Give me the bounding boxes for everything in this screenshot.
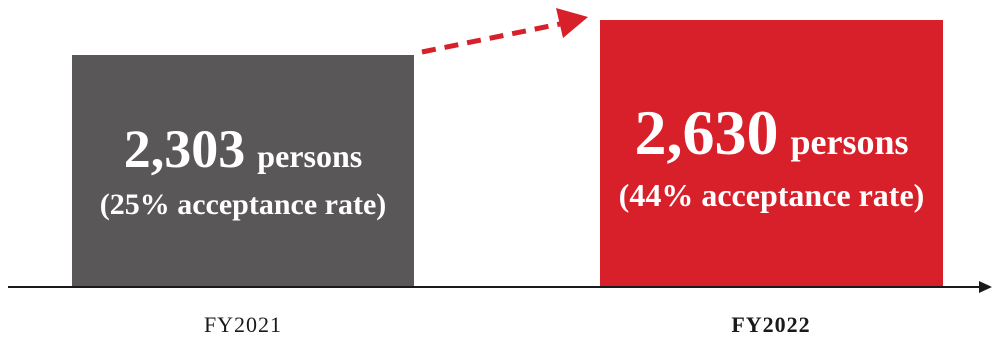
bar-value-label: 2,630 xyxy=(634,97,779,168)
bar-fy2021: 2,303 persons (25% acceptance rate) xyxy=(72,55,414,286)
bar-value-line: 2,303 persons xyxy=(124,122,362,176)
x-axis-arrowhead xyxy=(979,281,992,293)
x-tick-label-fy2021: FY2021 xyxy=(203,312,283,337)
x-tick-label-fy2022: FY2022 xyxy=(731,312,811,337)
acceptance-rate-label: (25% acceptance rate) xyxy=(99,187,387,221)
trend-arrowhead xyxy=(556,8,588,38)
bar-fy2022: 2,630 persons (44% acceptance rate) xyxy=(600,20,943,286)
acceptance-rate-label: (44% acceptance rate) xyxy=(618,177,925,213)
bar-value-line: 2,630 persons xyxy=(634,101,908,165)
bar-unit-label: persons xyxy=(257,137,363,174)
trend-arrow xyxy=(421,21,561,55)
bar-value-label: 2,303 xyxy=(123,118,246,179)
bar-unit-label: persons xyxy=(790,122,909,162)
